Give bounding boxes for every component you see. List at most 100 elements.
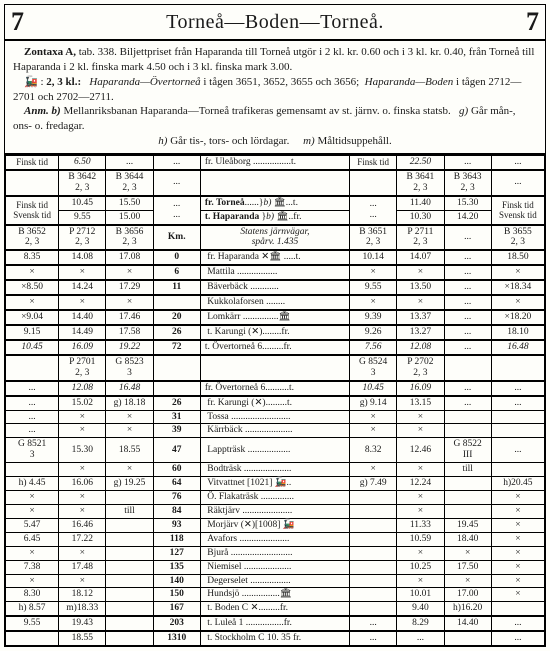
head-time-l: 6.50	[59, 155, 106, 170]
page-number-right: 7	[526, 7, 539, 37]
time-cell: ×	[59, 574, 106, 588]
time-cell	[350, 602, 397, 616]
time-cell: ×	[397, 504, 444, 518]
time-cell: 18.50	[491, 250, 544, 265]
time-cell	[350, 588, 397, 602]
km-cell: 167	[153, 602, 200, 616]
time-cell	[350, 560, 397, 574]
time-cell	[491, 410, 544, 424]
time-cell	[350, 504, 397, 518]
time-cell: 15.02	[59, 396, 106, 410]
time-cell: 12.46	[397, 438, 444, 463]
time-cell: 17.46	[106, 310, 153, 325]
time-cell: ...	[6, 410, 59, 424]
time-cell: m)18.33	[59, 602, 106, 616]
cell	[6, 355, 59, 381]
cell: ...	[106, 155, 153, 170]
time-cell: ...	[491, 631, 544, 645]
time-cell: 8.35	[6, 250, 59, 265]
station-cell: Kukkolaforsen ........	[200, 295, 349, 310]
time: 16.48	[491, 340, 544, 355]
time-cell: ×	[6, 295, 59, 310]
time-cell: ×	[397, 295, 444, 310]
time-cell: 14.49	[59, 325, 106, 340]
route-hap-over: Haparanda—Övertorneå	[89, 76, 200, 88]
station-cell: t. Karungi (✕)........fr.	[200, 325, 349, 340]
km-cell: 39	[153, 424, 200, 438]
time-cell: 14.08	[59, 250, 106, 265]
station-cell: t. Boden C ✕.........fr.	[200, 602, 349, 616]
time-cell: ×	[350, 295, 397, 310]
station-cell: Vitvattnet [1021] 🚂..	[200, 477, 349, 491]
time-cell: 18.10	[491, 325, 544, 340]
time-cell	[106, 491, 153, 505]
time: 10.45	[59, 196, 106, 210]
time-cell	[444, 477, 491, 491]
time: 16.09	[397, 381, 444, 396]
time: 16.48	[106, 381, 153, 396]
time-cell: ...	[6, 396, 59, 410]
time-cell: ×	[397, 265, 444, 280]
cell	[444, 355, 491, 381]
time-cell: 17.00	[444, 588, 491, 602]
time-cell: ×	[6, 546, 59, 560]
train-b3656: B 36562, 3	[106, 225, 153, 251]
km-cell: 20	[153, 310, 200, 325]
station-cell: Ö. Flakaträsk ..............	[200, 491, 349, 505]
time-cell: ×	[106, 410, 153, 424]
cell: ...	[444, 225, 491, 251]
note-m: m)	[303, 135, 315, 147]
time-cell: g) 7.49	[350, 477, 397, 491]
time-cell	[491, 602, 544, 616]
km-cell: 47	[153, 438, 200, 463]
time: 10.45	[6, 340, 59, 355]
time: 10.45	[350, 381, 397, 396]
km-cell: 93	[153, 518, 200, 532]
time-cell: ...	[397, 631, 444, 645]
time-cell: ×	[350, 424, 397, 438]
train-b3652: B 36522, 3	[6, 225, 59, 251]
time-cell: 8.32	[350, 438, 397, 463]
time-cell: ×	[491, 265, 544, 280]
time-cell: ×	[6, 491, 59, 505]
time-cell: 16.46	[59, 518, 106, 532]
time-cell: ×	[6, 265, 59, 280]
time-cell: ×	[491, 504, 544, 518]
time-cell: 9.40	[397, 602, 444, 616]
time-cell: ×	[491, 560, 544, 574]
time-cell: till	[106, 504, 153, 518]
station-cell: Degerselet .................	[200, 574, 349, 588]
time: 12.08	[59, 381, 106, 396]
cell: ...	[153, 170, 200, 196]
time-cell: ...	[444, 325, 491, 340]
time-cell	[350, 546, 397, 560]
time-cell: 18.40	[444, 532, 491, 546]
time: ...	[491, 381, 544, 396]
time-cell: 18.12	[59, 588, 106, 602]
time-cell: 13.37	[397, 310, 444, 325]
time-cell: ×	[397, 491, 444, 505]
time-cell: ×	[106, 265, 153, 280]
train-g8523: G 85233	[106, 355, 153, 381]
time: 7.56	[350, 340, 397, 355]
note-g: g)	[459, 105, 468, 117]
time-cell: 17.50	[444, 560, 491, 574]
time-cell: 13.15	[397, 396, 444, 410]
station-cell: Lappträsk ..................	[200, 438, 349, 463]
time-cell: ...	[491, 396, 544, 410]
route-hap-boden: Haparanda—Boden	[365, 76, 454, 88]
time-cell: ×	[491, 588, 544, 602]
time-cell: 16.06	[59, 477, 106, 491]
time-cell: ×	[444, 546, 491, 560]
time-cell: 11.33	[397, 518, 444, 532]
time-cell: ...	[444, 396, 491, 410]
time-cell: ...	[444, 280, 491, 295]
time-cell	[350, 574, 397, 588]
train-b3642: B 36422, 3	[59, 170, 106, 196]
time-cell	[350, 532, 397, 546]
station-cell: Bäverbäck ............	[200, 280, 349, 295]
time-cell: h) 8.57	[6, 602, 59, 616]
head-time-r: 22.50	[397, 155, 444, 170]
time-cell: ...	[6, 424, 59, 438]
trains-1: i tågen 3651, 3652, 3655 och 3656;	[201, 76, 360, 88]
